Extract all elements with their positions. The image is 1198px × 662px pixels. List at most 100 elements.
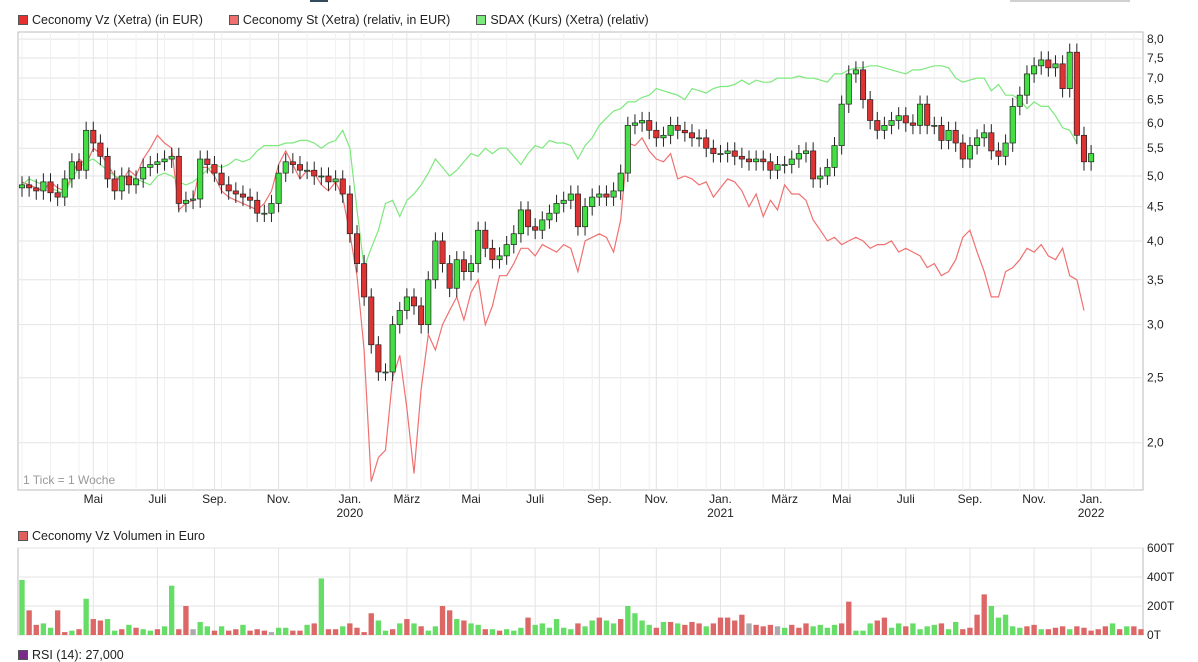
volume-bar xyxy=(432,626,439,635)
volume-bar xyxy=(211,630,218,635)
volume-bar xyxy=(368,613,374,635)
candle xyxy=(389,324,396,373)
volume-bar xyxy=(682,624,688,635)
volume-bar xyxy=(881,617,888,635)
volume-bar xyxy=(361,632,367,635)
candle xyxy=(653,129,660,139)
volume-bar xyxy=(653,627,660,635)
candle xyxy=(617,172,624,192)
candle xyxy=(624,125,631,174)
candle xyxy=(567,193,574,201)
candle xyxy=(33,187,40,192)
volume-bar xyxy=(325,629,332,635)
legend-item-sdax[interactable]: SDAX (Kurs) (Xetra) (relativ) xyxy=(476,13,649,27)
candle xyxy=(325,175,332,183)
candle xyxy=(610,190,617,198)
candle xyxy=(867,99,874,121)
x-tick-label: Jan. xyxy=(1080,492,1103,506)
volume-bar xyxy=(838,623,845,635)
volume-bar xyxy=(710,623,717,635)
candle xyxy=(560,199,567,204)
candle xyxy=(439,240,446,264)
legend-swatch xyxy=(18,15,28,25)
volume-bar xyxy=(140,629,146,635)
volume-bar xyxy=(1045,629,1052,635)
candle xyxy=(211,164,218,174)
candle xyxy=(161,158,168,163)
volume-bar xyxy=(974,614,980,635)
volume-bar xyxy=(354,627,360,635)
volume-bar xyxy=(817,624,823,635)
candle xyxy=(125,175,132,186)
legend-item-ceconomy-st[interactable]: Ceconomy St (Xetra) (relativ, in EUR) xyxy=(228,13,450,27)
x-tick-label: Nov. xyxy=(267,492,291,506)
volume-bar xyxy=(1124,626,1130,635)
candle xyxy=(724,150,731,154)
candle xyxy=(147,164,154,168)
x-tick-label: Sep. xyxy=(587,492,612,506)
volume-bar xyxy=(475,624,481,635)
candle xyxy=(318,175,325,178)
volume-bar xyxy=(397,623,403,635)
volume-bar xyxy=(154,629,161,635)
candle xyxy=(674,125,681,131)
candle xyxy=(902,115,909,124)
legend-label: SDAX (Kurs) (Xetra) (relativ) xyxy=(490,13,649,27)
candle xyxy=(510,233,517,245)
candle xyxy=(781,164,788,166)
volume-bar xyxy=(268,632,275,635)
volume-bar xyxy=(233,629,239,635)
top-scrollbar-marks xyxy=(0,0,1198,3)
volume-bar xyxy=(261,630,268,635)
candle xyxy=(225,184,232,192)
volume-bar xyxy=(767,624,774,635)
y-tick-label: 4,0 xyxy=(1147,234,1164,248)
volume-bars xyxy=(19,578,1144,635)
volume-bar xyxy=(610,623,617,635)
y-tick-label: 7,0 xyxy=(1147,71,1164,85)
year-label: 2020 xyxy=(337,506,364,520)
volume-bar xyxy=(511,630,517,635)
volume-bar xyxy=(660,621,667,635)
volume-bar xyxy=(525,617,531,635)
candle xyxy=(988,132,995,152)
candle xyxy=(375,344,382,373)
volume-legend: Ceconomy Vz Volumen in Euro xyxy=(18,529,205,543)
volume-y-tick-label: 600T xyxy=(1147,541,1175,555)
candle xyxy=(838,103,845,146)
candle xyxy=(68,161,75,180)
candle xyxy=(525,209,532,228)
volume-bar xyxy=(746,623,752,635)
candle xyxy=(845,73,852,105)
price-chart[interactable]: 8,0 7,5 7,0 6,5 6,0 5,5 5,0 4,5 4,0 3,5 3,0 2,5 2,0 M… xyxy=(0,0,1198,525)
candle xyxy=(432,240,439,281)
volume-frame xyxy=(17,547,1144,636)
volume-bar xyxy=(603,620,610,635)
volume-bar xyxy=(482,629,488,635)
volume-bar xyxy=(318,578,325,635)
volume-bar xyxy=(119,629,125,635)
volume-bar xyxy=(1038,629,1044,635)
candle xyxy=(247,196,254,201)
legend-item-ceconomy-vz[interactable]: Ceconomy Vz (Xetra) (in EUR) xyxy=(18,13,203,27)
candle xyxy=(860,69,867,100)
candle xyxy=(190,198,197,201)
candle xyxy=(802,150,810,154)
x-tick-label: Nov. xyxy=(644,492,668,506)
volume-bar xyxy=(69,630,75,635)
y-tick-label: 7,5 xyxy=(1147,51,1164,65)
volume-bar xyxy=(546,627,553,635)
candle xyxy=(339,178,346,195)
volume-bar xyxy=(732,620,738,635)
volume-bar xyxy=(104,619,111,635)
volume-chart[interactable]: 600T 400T 200T 0T xyxy=(0,540,1198,650)
volume-bar xyxy=(19,579,25,635)
y-tick-label: 8,0 xyxy=(1147,32,1164,46)
volume-bar xyxy=(404,619,410,635)
candle xyxy=(589,196,596,208)
candle xyxy=(118,175,125,192)
candles xyxy=(18,43,1095,381)
volume-bar xyxy=(1095,629,1101,635)
candle xyxy=(332,178,339,183)
volume-bar xyxy=(418,626,424,635)
